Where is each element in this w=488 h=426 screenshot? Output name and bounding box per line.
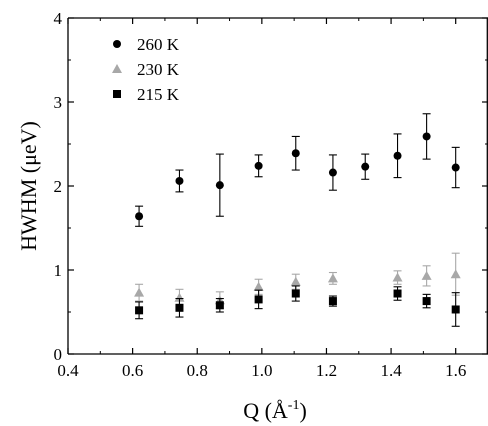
x-tick-label: 1.4 xyxy=(380,361,402,380)
data-point xyxy=(174,292,185,302)
data-point xyxy=(291,289,300,298)
data-point xyxy=(422,132,431,141)
x-tick-label: 1.6 xyxy=(445,361,466,380)
legend-label: 230 K xyxy=(137,60,180,79)
y-tick-label: 2 xyxy=(54,177,63,196)
x-tick-label: 1.0 xyxy=(251,361,272,380)
data-point xyxy=(290,276,301,286)
data-point xyxy=(421,270,432,280)
data-point xyxy=(215,301,224,310)
x-tick-label: 0.4 xyxy=(57,361,79,380)
data-point xyxy=(254,161,263,170)
y-tick-label: 1 xyxy=(54,261,63,280)
series-215-k xyxy=(135,285,460,327)
x-axis-title-close: ) xyxy=(299,398,306,423)
y-tick-label: 0 xyxy=(54,345,63,364)
series-260-k xyxy=(135,113,460,227)
series-group xyxy=(134,113,461,327)
x-tick-label: 1.2 xyxy=(316,361,337,380)
y-tick-label: 4 xyxy=(54,9,63,28)
legend-marker xyxy=(113,90,121,98)
y-axis-title: HWHM (μeV) xyxy=(16,121,41,251)
data-point xyxy=(328,297,337,306)
data-point xyxy=(175,176,184,185)
data-point xyxy=(450,269,461,279)
data-point xyxy=(134,287,145,297)
x-tick-label: 0.8 xyxy=(187,361,208,380)
y-tick-label: 3 xyxy=(54,93,63,112)
data-point xyxy=(393,289,402,298)
data-point xyxy=(393,151,402,160)
data-point xyxy=(451,305,460,314)
data-point xyxy=(215,181,224,190)
data-point xyxy=(135,306,144,315)
data-point xyxy=(422,297,431,306)
data-point xyxy=(175,303,184,312)
x-tick-label: 0.6 xyxy=(122,361,143,380)
data-point xyxy=(327,273,338,283)
x-axis-title-superscript: -1 xyxy=(288,398,300,413)
legend-marker xyxy=(112,64,122,73)
data-point xyxy=(135,212,144,221)
data-point xyxy=(254,295,263,304)
data-point xyxy=(328,168,337,177)
legend-label: 215 K xyxy=(137,85,180,104)
x-axis-title: Q (Å-1) xyxy=(243,398,307,423)
data-point xyxy=(253,281,264,291)
ticks-group: 0.4 0.6 0.8 1.0 1.2 1.4 1.6 0 1 2 3 4 xyxy=(54,9,488,380)
data-point xyxy=(451,163,460,172)
legend: 260 K 230 K 215 K xyxy=(112,35,180,104)
data-point xyxy=(361,162,370,171)
data-point xyxy=(392,272,403,282)
series-230-k xyxy=(134,252,461,310)
legend-label: 260 K xyxy=(137,35,180,54)
legend-marker xyxy=(113,40,121,48)
data-point xyxy=(291,149,300,158)
